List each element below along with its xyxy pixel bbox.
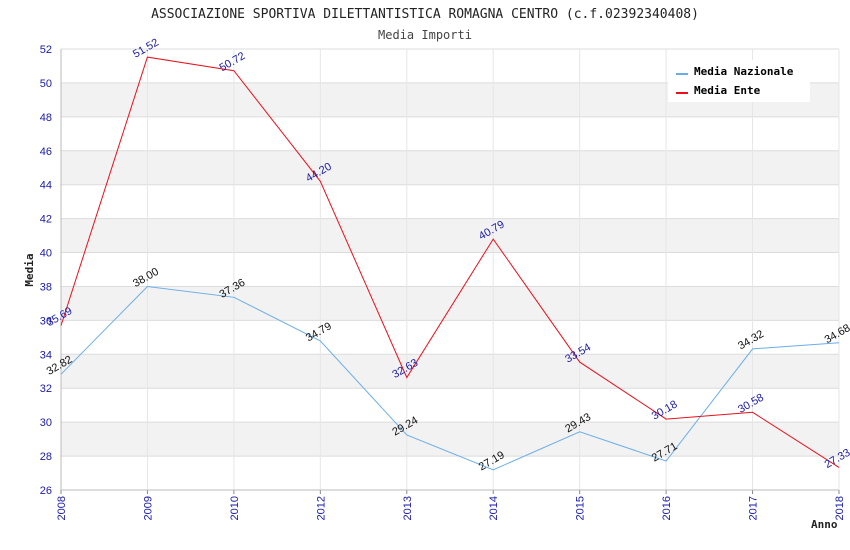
axes <box>60 49 840 494</box>
x-tick-label: 2008 <box>56 496 68 520</box>
y-tick-label: 50 <box>40 78 52 90</box>
y-tick-label: 36 <box>40 315 52 327</box>
grid-band <box>61 218 839 253</box>
chart-title: ASSOCIAZIONE SPORTIVA DILETTANTISTICA RO… <box>151 7 699 22</box>
y-tick-label: 44 <box>40 180 52 192</box>
x-tick-label: 2012 <box>315 496 327 520</box>
legend-box <box>668 60 810 102</box>
series-line-media-nazionale <box>60 285 840 471</box>
x-axis-ticks: 2008 2009 2010 2012 2013 2014 2015 2016 2017 2018 <box>56 496 846 520</box>
data-label-media-ente: 35.69 <box>45 305 75 329</box>
y-tick-label: 28 <box>40 451 52 463</box>
data-label-media-nazionale: 34.79 <box>304 320 334 344</box>
chart-subtitle: Media Importi <box>378 28 472 42</box>
grid-bands <box>61 82 839 457</box>
x-axis-label: Anno <box>811 518 838 531</box>
series-lines <box>60 56 840 471</box>
y-axis-ticks: 26 28 30 32 34 36 38 40 42 44 46 48 50 52 <box>40 44 52 497</box>
y-tick-label: 52 <box>40 44 52 56</box>
grid-band <box>61 422 839 457</box>
x-tick-label: 2017 <box>748 496 760 520</box>
series-line-media-ente <box>60 56 840 468</box>
y-tick-label: 32 <box>40 383 52 395</box>
y-tick-label: 48 <box>40 112 52 124</box>
y-tick-label: 40 <box>40 248 52 260</box>
grid-band <box>61 354 839 389</box>
x-tick-label: 2010 <box>229 496 241 520</box>
grid-band <box>61 286 839 321</box>
x-tick-label: 2016 <box>661 496 673 520</box>
y-tick-label: 34 <box>40 349 52 361</box>
x-tick-label: 2009 <box>142 496 154 520</box>
x-tick-label: 2014 <box>488 496 500 520</box>
y-tick-label: 46 <box>40 146 52 158</box>
y-axis-label: Media <box>23 253 36 286</box>
data-label-media-ente: 51.52 <box>131 36 161 60</box>
data-label-media-ente: 30.18 <box>650 398 680 422</box>
legend: Media Nazionale Media Ente <box>668 60 810 102</box>
legend-label-media-ente: Media Ente <box>694 84 761 97</box>
x-tick-label: 2015 <box>575 496 587 520</box>
legend-label-media-nazionale: Media Nazionale <box>694 65 794 78</box>
y-tick-label: 42 <box>40 214 52 226</box>
x-tick-label: 2013 <box>402 496 414 520</box>
y-tick-label: 30 <box>40 417 52 429</box>
y-tick-label: 26 <box>40 485 52 497</box>
y-tick-label: 38 <box>40 281 52 293</box>
grid-band <box>61 150 839 185</box>
x-tick-label: 2018 <box>834 496 846 520</box>
